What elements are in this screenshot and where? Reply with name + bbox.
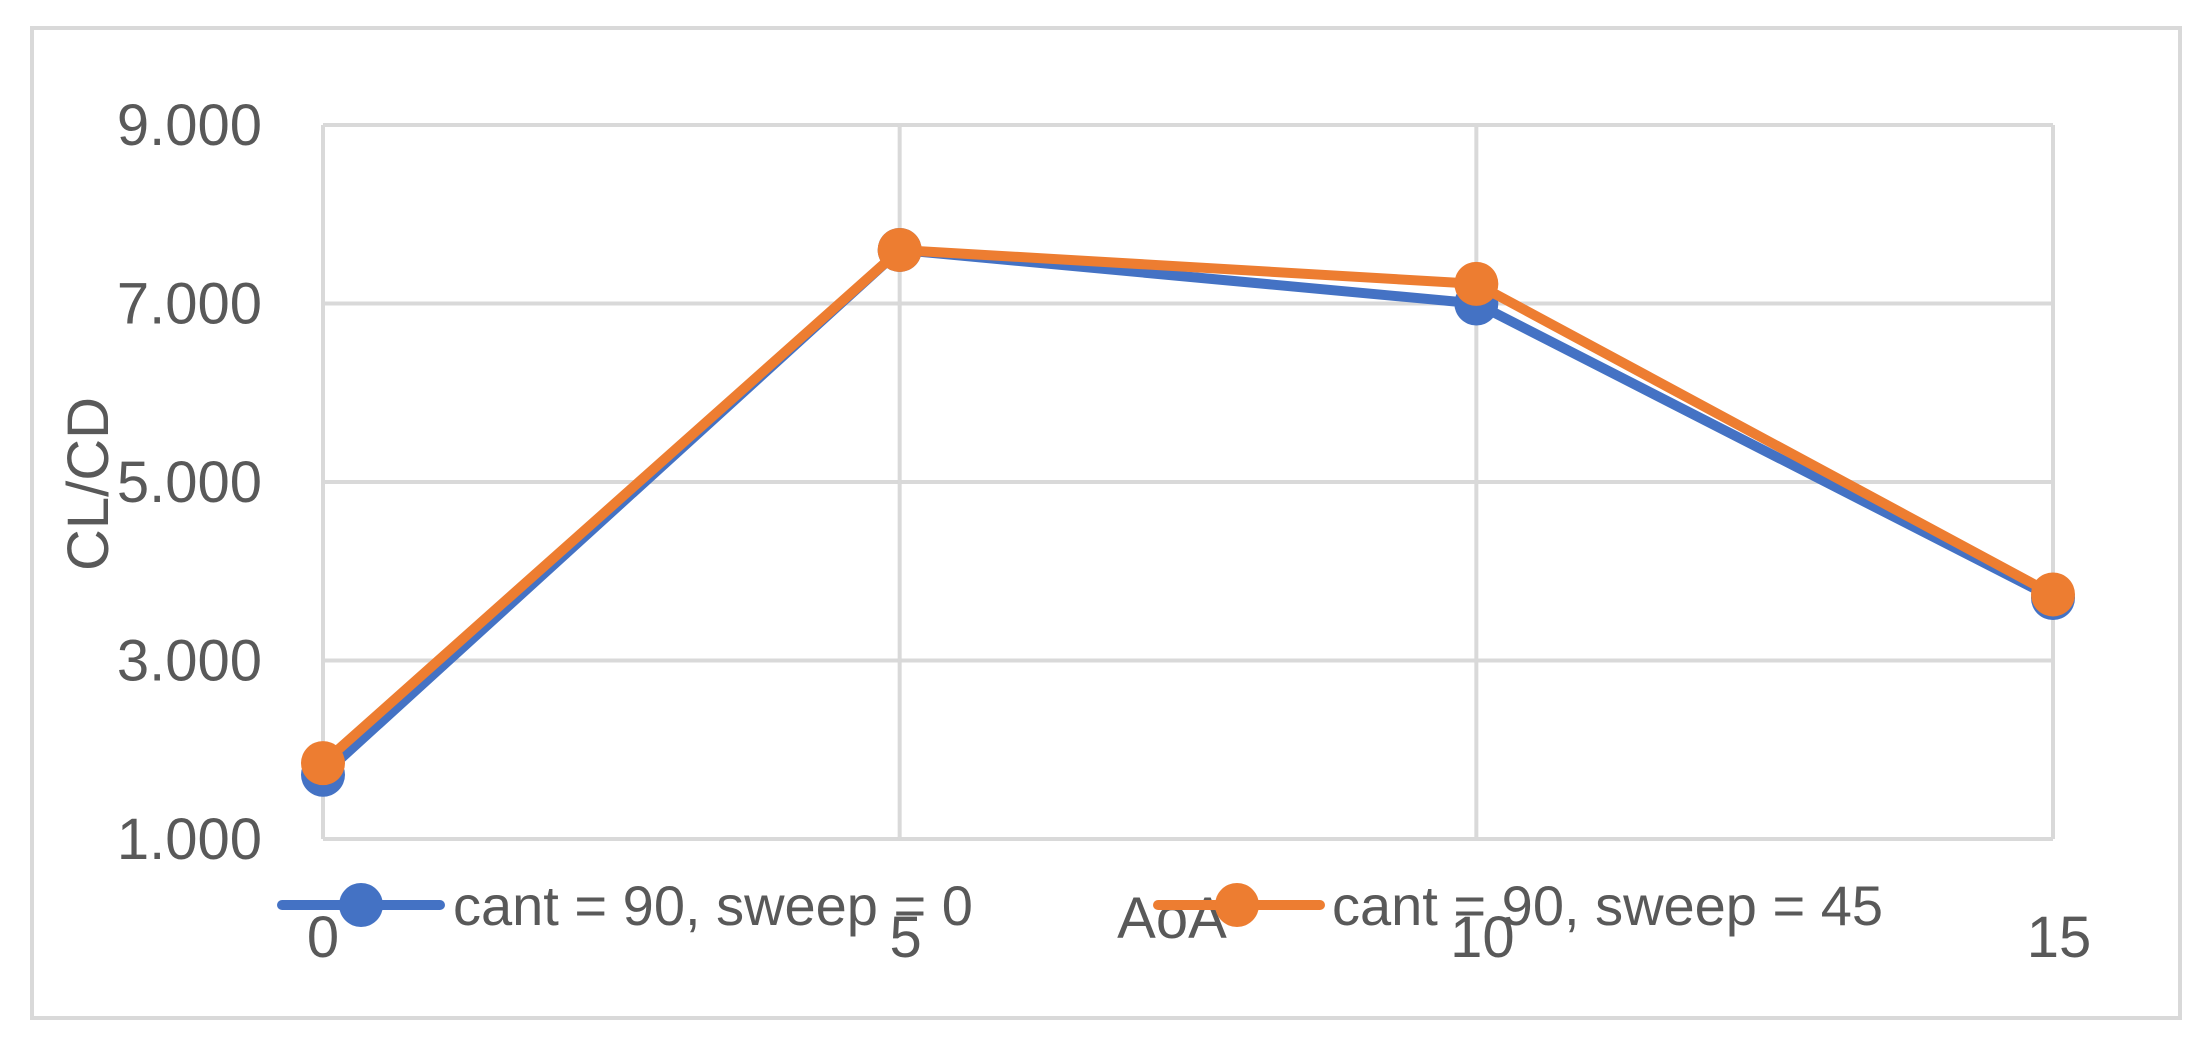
series-line-2	[318, 244, 2058, 769]
x-tick-label: 15	[2027, 905, 2092, 970]
legend-marker-1	[339, 883, 383, 927]
legend-label-1: cant = 90, sweep = 0	[453, 874, 973, 937]
y-tick-label: 5.000	[117, 450, 262, 515]
chart-frame	[30, 26, 2182, 1020]
y-tick-label: 1.000	[117, 807, 262, 872]
legend: cant = 90, sweep = 0 cant = 90, sweep = 4…	[277, 874, 1883, 937]
grid-layer	[321, 123, 2055, 841]
series-2-point	[877, 227, 922, 272]
legend-marker-2	[1215, 883, 1259, 927]
x-tick-label: 5	[890, 905, 922, 970]
axis-layer: 1.000 3.000 5.000 7.000 9.000 0 5 10 15	[117, 93, 2091, 970]
y-tick-label: 9.000	[117, 93, 262, 158]
series-layer	[301, 227, 2075, 797]
y-tick-label: 7.000	[117, 272, 262, 337]
series-2-point	[1454, 261, 1499, 306]
y-tick-label: 3.000	[117, 629, 262, 694]
x-axis-title: AoA	[1117, 886, 1227, 951]
legend-label-2: cant = 90, sweep = 45	[1332, 874, 1883, 937]
series-2-point	[301, 741, 345, 786]
x-tick-label: 0	[307, 905, 339, 970]
series-line-1	[318, 244, 2058, 780]
y-axis-title: CL/CD	[56, 397, 121, 571]
series-2-point	[2031, 572, 2075, 617]
x-tick-label: 10	[1450, 905, 1515, 970]
